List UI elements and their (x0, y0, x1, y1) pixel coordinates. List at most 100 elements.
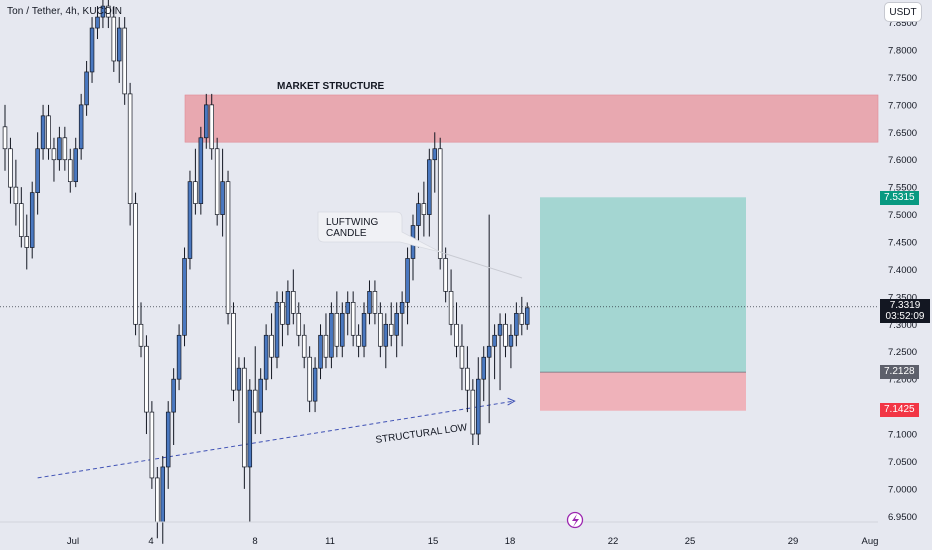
callout-text-line2: CANDLE (326, 228, 367, 239)
candle-down (111, 16, 117, 62)
candle-down (459, 345, 465, 369)
candle-down (2, 126, 8, 150)
y-axis-tick: 7.0000 (888, 484, 917, 495)
candle-up (340, 312, 345, 347)
candle-up (57, 137, 62, 161)
candle-up (78, 104, 84, 150)
candle-down (465, 367, 470, 391)
candle-down (503, 323, 508, 347)
candle-up (329, 312, 334, 358)
candle-down (155, 477, 160, 523)
candle-down (193, 181, 198, 204)
candle-up (361, 312, 367, 347)
stop-price-tag: 7.1425 (880, 403, 919, 417)
candle-up (367, 291, 372, 314)
candle-up (399, 302, 405, 314)
candle-up (100, 5, 106, 18)
candle-down (24, 236, 30, 248)
candle-up (160, 466, 166, 523)
candle-up (204, 104, 209, 139)
supply-zone (184, 94, 879, 143)
candle-up (427, 159, 432, 215)
candle-down (8, 148, 13, 188)
candle-down (68, 159, 73, 183)
candle-down (252, 389, 258, 413)
candle-down (378, 312, 383, 347)
candle-down (280, 302, 285, 325)
candle-down (106, 5, 111, 18)
y-axis-tick: 6.9500 (888, 512, 917, 523)
callout-text-line1: LUFTWING (326, 217, 378, 228)
currency-button[interactable]: USDT (884, 2, 922, 22)
candle-down (51, 148, 57, 161)
candle-down (214, 148, 220, 215)
candle-down (296, 312, 302, 336)
candle-up (486, 345, 492, 358)
candle-down (144, 345, 149, 413)
candle-up (171, 378, 176, 413)
candle-down (209, 104, 214, 150)
candle-down (46, 115, 51, 150)
candle-down (356, 334, 361, 347)
candle-up (497, 323, 503, 336)
candle-down (519, 312, 525, 325)
candle-up (263, 334, 269, 380)
current-price-tag: 7.3319 03:52:09 (880, 299, 930, 323)
candle-up (318, 334, 323, 369)
callout-pointer-line (439, 251, 523, 279)
candle-down (225, 181, 231, 314)
candle-up (345, 302, 350, 314)
candle-down (19, 203, 24, 237)
x-axis-tick: 15 (428, 536, 439, 547)
x-axis-tick: 8 (252, 536, 257, 547)
candle-down (301, 334, 307, 358)
candle-down (242, 367, 247, 468)
candle-up (476, 378, 481, 435)
candle-up (258, 378, 263, 413)
candle-up (220, 181, 225, 215)
y-axis-tick: 7.8500 (888, 18, 917, 29)
candle-down (291, 291, 296, 314)
x-axis-tick: 22 (608, 536, 619, 547)
candle-down (470, 389, 476, 435)
candle-down (448, 291, 454, 325)
candle-down (122, 27, 127, 95)
y-axis-tick: 7.5500 (888, 183, 917, 194)
candle-down (323, 334, 329, 358)
candle-down (231, 312, 236, 391)
candle-down (372, 291, 378, 314)
candle-down (454, 323, 459, 347)
candle-up (35, 148, 40, 193)
y-axis-tick: 7.4500 (888, 238, 917, 249)
candle-down (443, 258, 448, 292)
candle-up (383, 323, 389, 347)
structural-low-trendline (37, 400, 514, 479)
candle-down (133, 203, 138, 325)
candle-up (405, 258, 410, 303)
candle-up (247, 389, 253, 468)
stop-zone (540, 372, 746, 411)
candle-up (73, 148, 78, 183)
lightning-bolt-glyph (572, 514, 579, 527)
candle-up (236, 367, 242, 391)
candle-up (274, 302, 280, 358)
y-axis-tick: 7.3000 (888, 320, 917, 331)
candle-up (29, 192, 35, 248)
candle-up (285, 291, 291, 325)
candle-down (388, 323, 394, 336)
entry-price-tag: 7.2128 (880, 365, 919, 379)
y-axis-tick: 7.1000 (888, 430, 917, 441)
x-axis-tick: 25 (685, 536, 696, 547)
candle-down (307, 356, 312, 402)
x-axis-tick: 4 (148, 536, 153, 547)
candle-down (127, 93, 133, 204)
candle-down (437, 148, 443, 259)
candle-up (187, 181, 193, 259)
candle-up (165, 411, 171, 468)
candle-down (334, 312, 340, 347)
candle-down (421, 203, 427, 215)
candle-down (149, 411, 155, 479)
